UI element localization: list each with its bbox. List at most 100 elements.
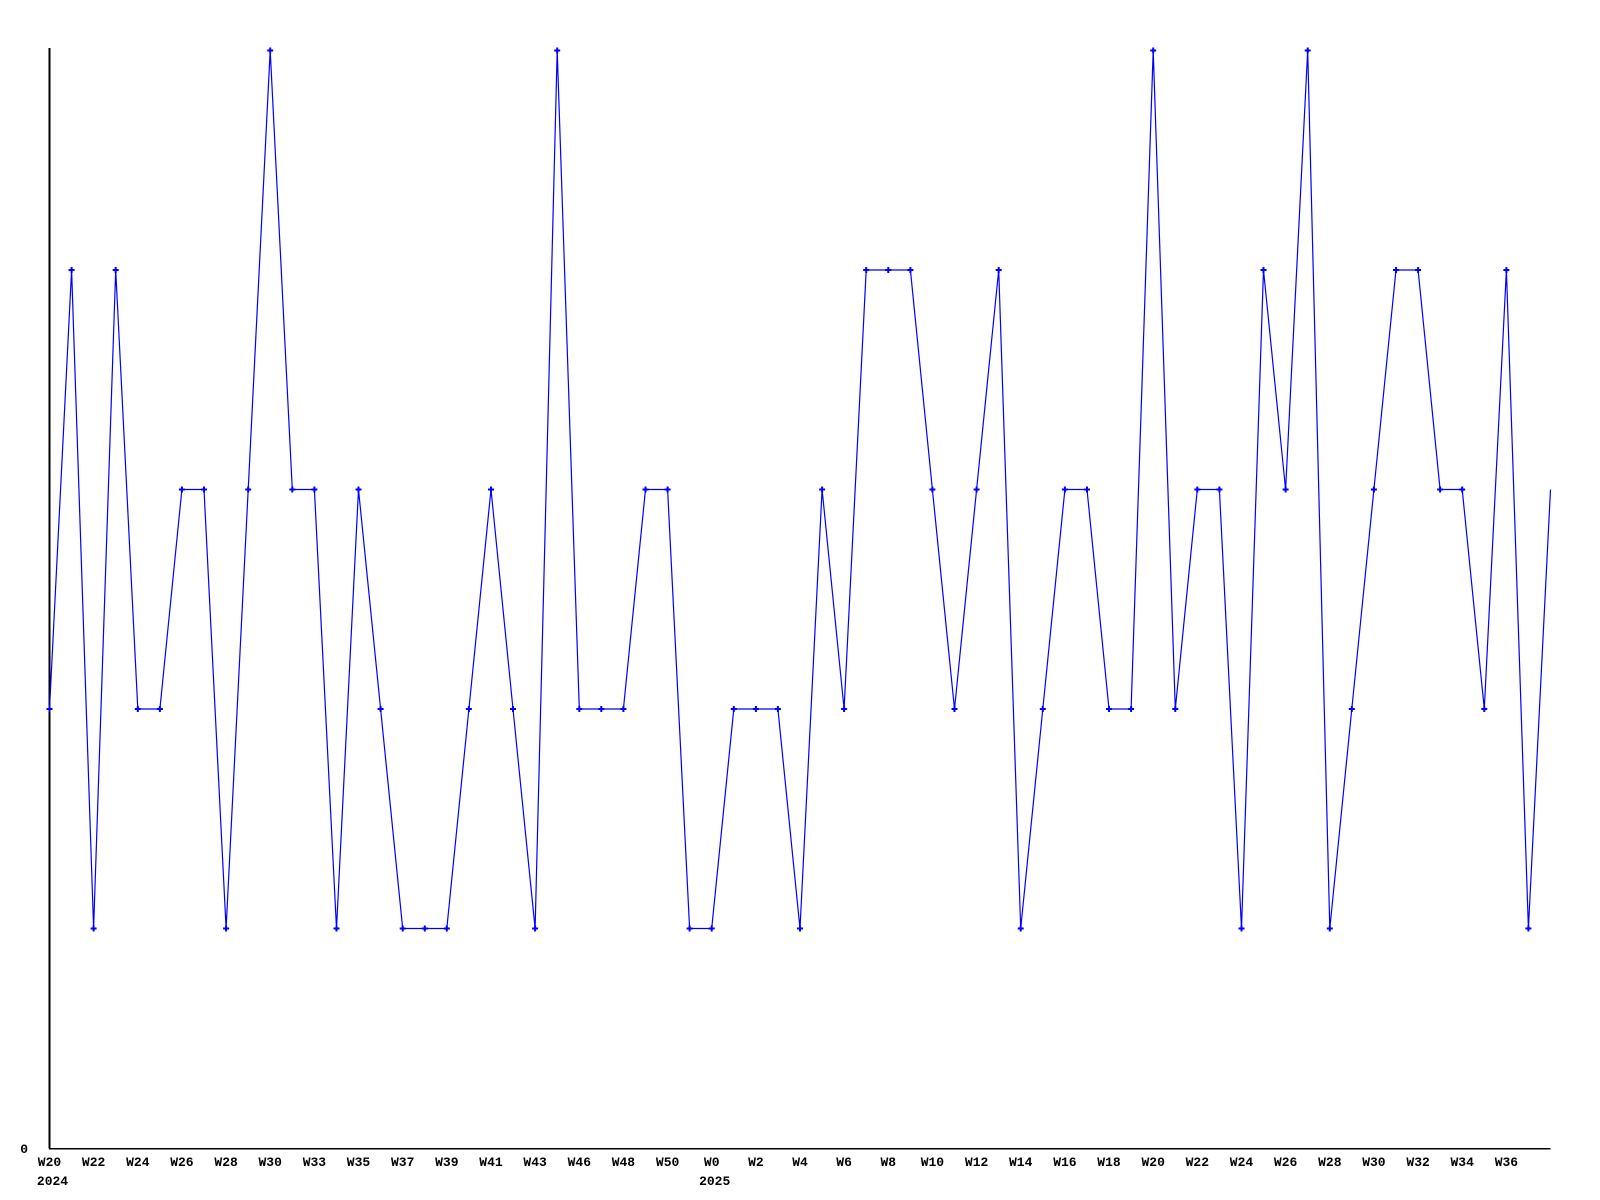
data-point-marker bbox=[907, 267, 914, 273]
data-point-marker bbox=[488, 486, 494, 493]
y-tick-label: 0 bbox=[20, 1142, 28, 1157]
data-point-marker bbox=[399, 925, 406, 932]
series-line bbox=[48, 50, 1552, 930]
x-tick-label: W28 bbox=[214, 1155, 238, 1170]
data-point-marker bbox=[863, 267, 870, 273]
data-point-marker bbox=[245, 486, 252, 493]
x-tick-label: W46 bbox=[568, 1155, 592, 1170]
x-tick-label: W14 bbox=[1009, 1155, 1033, 1170]
data-point-marker bbox=[664, 486, 671, 493]
data-point-marker bbox=[1282, 486, 1289, 493]
x-tick-label: W41 bbox=[479, 1155, 503, 1170]
data-point-marker bbox=[598, 706, 605, 712]
x-tick-year-label: 2025 bbox=[699, 1174, 730, 1189]
data-point-marker bbox=[156, 706, 163, 712]
data-point-marker bbox=[421, 925, 428, 932]
data-point-marker bbox=[1238, 925, 1245, 932]
x-tick-label: W30 bbox=[1362, 1155, 1386, 1170]
data-point-marker bbox=[1481, 706, 1488, 712]
data-point-marker bbox=[620, 706, 627, 712]
data-point-marker bbox=[752, 706, 759, 712]
x-tick-label: W37 bbox=[391, 1155, 414, 1170]
data-point-marker bbox=[554, 47, 561, 54]
data-point-marker bbox=[223, 925, 230, 932]
data-point-marker bbox=[1172, 706, 1179, 712]
x-tick-label: W8 bbox=[880, 1155, 896, 1170]
data-point-marker bbox=[1304, 47, 1311, 54]
x-tick-label: W2 bbox=[748, 1155, 764, 1170]
data-point-marker bbox=[1503, 267, 1510, 273]
x-tick-label: W20 bbox=[38, 1155, 62, 1170]
x-tick-label: W26 bbox=[1274, 1155, 1298, 1170]
data-point-marker bbox=[951, 706, 958, 712]
data-point-marker bbox=[642, 486, 649, 493]
data-point-marker bbox=[90, 925, 97, 932]
data-point-marker bbox=[819, 486, 826, 493]
data-point-marker bbox=[774, 706, 781, 712]
data-point-marker bbox=[267, 47, 274, 54]
x-tick-label: W34 bbox=[1450, 1155, 1474, 1170]
x-tick-label: W18 bbox=[1097, 1155, 1121, 1170]
data-point-marker bbox=[1128, 706, 1135, 712]
data-point-marker bbox=[1370, 486, 1377, 493]
data-point-marker bbox=[68, 267, 75, 273]
data-point-marker bbox=[730, 706, 737, 712]
x-tick-label: W43 bbox=[523, 1155, 547, 1170]
data-point-marker bbox=[885, 267, 892, 273]
data-point-marker bbox=[1459, 486, 1466, 493]
x-tick-label: W22 bbox=[82, 1155, 106, 1170]
data-point-marker bbox=[797, 925, 803, 932]
data-point-marker bbox=[1084, 486, 1090, 493]
data-point-marker bbox=[134, 706, 141, 712]
data-point-marker bbox=[1194, 486, 1201, 493]
data-point-marker bbox=[1415, 267, 1422, 273]
x-tick-label: W12 bbox=[965, 1155, 989, 1170]
data-point-marker bbox=[1017, 925, 1024, 932]
data-point-marker bbox=[465, 706, 472, 712]
data-point-marker bbox=[178, 486, 185, 493]
data-point-marker bbox=[112, 267, 119, 273]
x-tick-label: W48 bbox=[612, 1155, 636, 1170]
data-point-marker bbox=[1061, 486, 1068, 493]
x-tick-label: W26 bbox=[170, 1155, 194, 1170]
data-point-marker bbox=[201, 486, 207, 493]
x-tick-label: W32 bbox=[1406, 1155, 1430, 1170]
data-point-marker bbox=[1326, 925, 1333, 932]
x-tick-label: W20 bbox=[1141, 1155, 1165, 1170]
data-point-marker bbox=[1393, 267, 1399, 273]
x-tick-label: W0 bbox=[704, 1155, 720, 1170]
data-point-marker bbox=[1348, 706, 1355, 712]
x-tick-label: W30 bbox=[258, 1155, 282, 1170]
data-point-marker bbox=[995, 267, 1002, 273]
data-point-marker bbox=[532, 925, 539, 932]
x-tick-label: W4 bbox=[792, 1155, 808, 1170]
x-tick-label: W24 bbox=[126, 1155, 150, 1170]
data-point-marker bbox=[1260, 267, 1267, 273]
x-tick-label: W33 bbox=[303, 1155, 327, 1170]
data-point-marker bbox=[973, 486, 980, 493]
x-tick-label: W10 bbox=[921, 1155, 945, 1170]
x-tick-label: W24 bbox=[1230, 1155, 1254, 1170]
data-point-marker bbox=[510, 706, 516, 712]
x-tick-label: W35 bbox=[347, 1155, 371, 1170]
data-point-marker bbox=[708, 925, 715, 932]
x-tick-year-label: 2024 bbox=[37, 1174, 68, 1189]
data-point-marker bbox=[929, 486, 936, 493]
x-tick-label: W36 bbox=[1495, 1155, 1519, 1170]
data-point-marker bbox=[333, 925, 340, 932]
data-point-marker bbox=[1039, 706, 1046, 712]
data-point-marker bbox=[46, 706, 53, 712]
data-point-marker bbox=[1437, 486, 1444, 493]
data-point-marker bbox=[841, 706, 848, 712]
x-tick-label: W39 bbox=[435, 1155, 459, 1170]
data-point-marker bbox=[311, 486, 318, 493]
data-point-marker bbox=[576, 706, 583, 712]
data-point-marker bbox=[377, 706, 384, 712]
data-point-marker bbox=[1106, 706, 1112, 712]
data-point-marker bbox=[1525, 925, 1532, 932]
data-point-marker bbox=[1216, 486, 1223, 493]
x-tick-label: W22 bbox=[1186, 1155, 1210, 1170]
data-point-marker bbox=[443, 925, 450, 932]
